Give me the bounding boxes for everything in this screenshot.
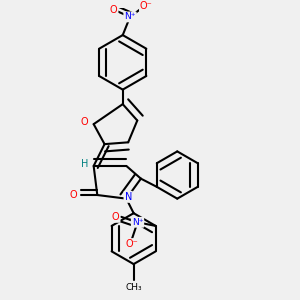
Text: O: O [112, 212, 119, 222]
Text: N: N [124, 192, 132, 202]
Text: N⁺: N⁺ [132, 218, 143, 227]
Text: CH₃: CH₃ [125, 283, 142, 292]
Text: O⁻: O⁻ [126, 239, 138, 249]
Text: O: O [70, 190, 77, 200]
Text: O: O [110, 5, 118, 15]
Text: O⁻: O⁻ [140, 1, 153, 11]
Text: H: H [81, 159, 88, 169]
Text: O: O [81, 117, 88, 127]
Text: N⁺: N⁺ [124, 12, 136, 21]
